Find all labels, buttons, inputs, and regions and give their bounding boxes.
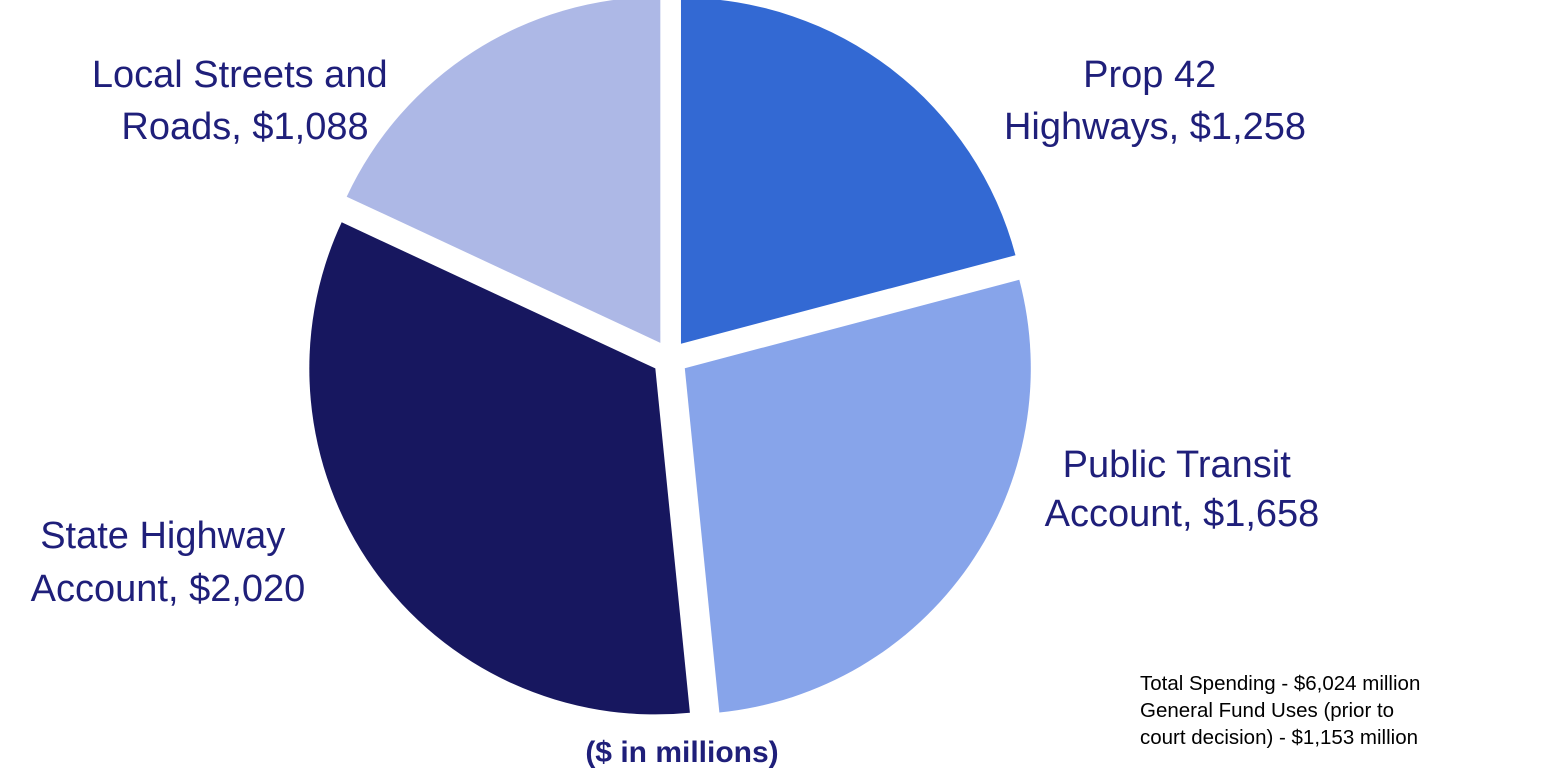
totals-note: Total Spending - $6,024 million General … [1140, 670, 1540, 751]
slice-label-line: Public Transit [1063, 444, 1292, 486]
slice-label-line: State Highway [40, 515, 285, 557]
slice-label-line: Highways, $1,258 [1004, 106, 1306, 148]
pie-slice-public-transit-account [684, 279, 1031, 713]
note-line-total-spending: Total Spending - $6,024 million [1140, 672, 1421, 695]
slice-label-line: Roads, $1,088 [121, 106, 368, 148]
slice-label-state-highway-account: State Highway Account, $2,020 [31, 515, 306, 610]
slice-label-line: Prop 42 [1083, 54, 1216, 96]
slice-label-prop-42-highways: Prop 42 Highways, $1,258 [1004, 54, 1306, 148]
slice-label-line: Account, $1,658 [1045, 493, 1320, 535]
unit-label: ($ in millions) [585, 736, 778, 769]
note-line-court-decision: court decision) - $1,153 million [1140, 726, 1419, 749]
pie-slice-state-highway-account [309, 222, 690, 715]
pie-slices [309, 0, 1031, 715]
slice-label-line: Account, $2,020 [31, 568, 306, 610]
slice-label-local-streets-and-roads: Local Streets and Roads, $1,088 [92, 54, 398, 148]
slice-label-public-transit-account: Public Transit Account, $1,658 [1045, 444, 1320, 535]
pie-slice-local-streets-and-roads [346, 0, 661, 343]
note-line-general-fund: General Fund Uses (prior to [1140, 699, 1395, 722]
pie-slice-prop-42-highways [680, 0, 1016, 344]
slice-label-line: Local Streets and [92, 54, 388, 96]
